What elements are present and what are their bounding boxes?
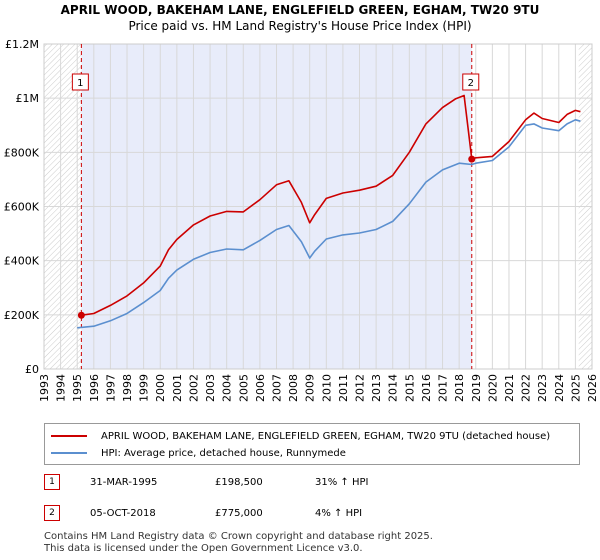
x-tick-label: 2008 <box>287 374 300 402</box>
legend: APRIL WOOD, BAKEHAM LANE, ENGLEFIELD GRE… <box>44 423 580 465</box>
x-tick-label: 2007 <box>270 374 283 402</box>
x-tick-label: 2002 <box>187 374 200 402</box>
y-tick-label: £200K <box>4 309 40 322</box>
x-tick-label: 1997 <box>104 374 117 402</box>
x-tick-label: 2018 <box>453 374 466 402</box>
price-chart: 1993 1994 1995 1996 1997 1998 1999 2000 2001 2002… <box>4 38 599 402</box>
transaction-badge: 2 <box>44 505 60 521</box>
transaction-hpi-change: 4% ↑ HPI <box>315 508 363 519</box>
x-tick-label: 2003 <box>204 374 217 402</box>
sale-label-number: 2 <box>468 78 474 89</box>
legend-label-property: APRIL WOOD, BAKEHAM LANE, ENGLEFIELD GRE… <box>101 430 551 442</box>
x-tick-label: 2022 <box>520 374 533 402</box>
chart-title: APRIL WOOD, BAKEHAM LANE, ENGLEFIELD GRE… <box>60 3 540 17</box>
sale-label-box <box>71 73 89 91</box>
x-tick-label: 1994 <box>55 374 68 402</box>
x-tick-label: 2017 <box>437 374 450 402</box>
legend-item-property: APRIL WOOD, BAKEHAM LANE, ENGLEFIELD GRE… <box>51 428 550 444</box>
sale-point-marker <box>77 311 85 319</box>
x-tick-label: 1995 <box>71 374 84 402</box>
y-tick-label: £0 <box>25 363 39 376</box>
x-tick-label: 2016 <box>420 374 433 402</box>
y-tick-label: £600K <box>4 201 40 214</box>
x-tick-label: 2013 <box>370 374 383 402</box>
plot-frame <box>43 43 593 370</box>
x-tick-label: 2001 <box>171 374 184 402</box>
transaction-row: 2 05-OCT-2018 £775,000 4% ↑ HPI <box>0 505 600 527</box>
x-tick-label: 2004 <box>221 374 234 402</box>
x-tick-label: 2021 <box>503 374 516 402</box>
y-tick-label: £1M <box>16 92 40 105</box>
legend-swatch-blue <box>51 452 87 454</box>
transaction-price: £198,500 <box>215 477 263 488</box>
x-tick-label: 2019 <box>470 374 483 402</box>
transaction-date: 31-MAR-1995 <box>90 477 158 488</box>
transaction-badge: 1 <box>44 474 60 490</box>
legend-label-hpi: HPI: Average price, detached house, Runn… <box>101 447 346 459</box>
sale-label-number: 1 <box>77 78 83 89</box>
x-tick-label: 1999 <box>138 374 151 402</box>
x-tick-label: 2011 <box>337 374 350 402</box>
x-tick-label: 2009 <box>304 374 317 402</box>
x-tick-label: 2026 <box>586 374 599 402</box>
y-tick-label: £800K <box>4 146 40 159</box>
x-tick-label: 2012 <box>354 374 367 402</box>
legend-swatch-red <box>51 435 87 437</box>
x-tick-label: 2015 <box>403 374 416 402</box>
x-tick-label: 2023 <box>536 374 549 402</box>
price-paid-series-line <box>81 94 473 316</box>
x-tick-label: 2024 <box>553 374 566 402</box>
hpi-series-line <box>77 119 581 329</box>
x-tick-label: 1993 <box>38 374 51 402</box>
x-tick-label: 2020 <box>486 374 499 402</box>
y-tick-label: £400K <box>4 255 40 268</box>
x-tick-label: 1996 <box>88 374 101 402</box>
x-tick-label: 2014 <box>387 374 400 402</box>
y-tick-label: £1.2M <box>5 38 39 51</box>
sale-label-box <box>462 73 480 91</box>
legend-item-hpi: HPI: Average price, detached house, Runn… <box>51 445 346 461</box>
transaction-price: £775,000 <box>215 508 263 519</box>
x-tick-label: 2005 <box>237 374 250 402</box>
footer-copyright: Contains HM Land Registry data © Crown c… <box>44 531 433 542</box>
transaction-row: 1 31-MAR-1995 £198,500 31% ↑ HPI <box>0 474 600 496</box>
x-tick-label: 2010 <box>320 374 333 402</box>
chart-subtitle: Price paid vs. HM Land Registry's House … <box>128 19 472 33</box>
x-tick-label: 1998 <box>121 374 134 402</box>
price-paid-series-line <box>471 109 581 160</box>
x-tick-label: 2000 <box>154 374 167 402</box>
sale-point-marker <box>468 155 476 163</box>
x-tick-label: 2006 <box>254 374 267 402</box>
footer-licence: This data is licensed under the Open Gov… <box>44 543 363 554</box>
transaction-hpi-change: 31% ↑ HPI <box>315 477 369 488</box>
transaction-date: 05-OCT-2018 <box>90 508 156 519</box>
x-tick-label: 2025 <box>569 374 582 402</box>
